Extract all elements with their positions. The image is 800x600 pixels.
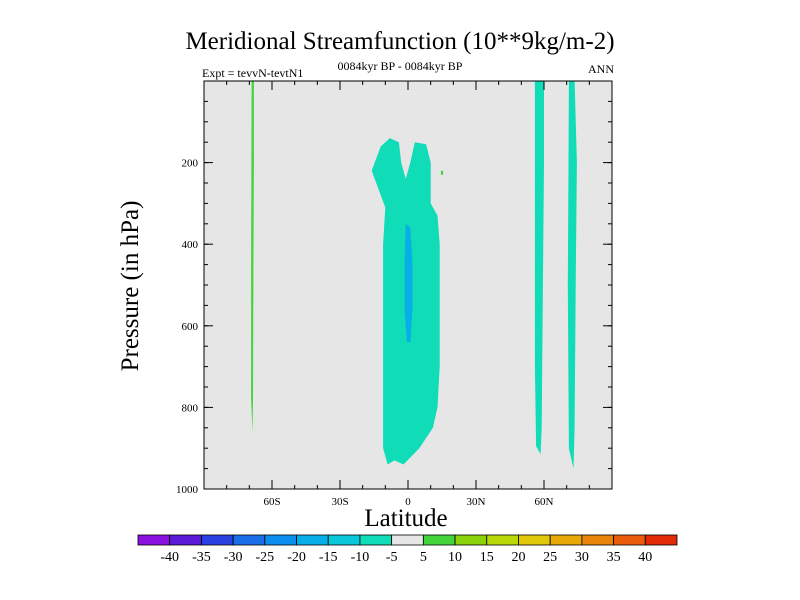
x-tick-label: 30N [467, 496, 486, 508]
colorbar-swatch [169, 534, 202, 546]
colorbar-label: 5 [420, 550, 427, 565]
colorbar-label: -5 [386, 550, 398, 565]
colorbar-swatch [264, 534, 297, 546]
contour-regions [251, 81, 577, 469]
x-tick-label: 60S [263, 496, 280, 508]
chart-subtitle: 0084kyr BP - 0084kyr BP [337, 59, 463, 73]
y-axis-label: Pressure (in hPa) [117, 201, 144, 372]
colorbar-label: 10 [448, 550, 462, 565]
colorbar-label: -20 [287, 550, 306, 565]
colorbar-swatch [518, 534, 551, 546]
colorbar-swatch [201, 534, 234, 546]
colorbar-swatch [359, 534, 393, 546]
experiment-label: Expt = tevvN-tevtN1 [202, 66, 304, 80]
y-tick-label: 1000 [176, 484, 199, 496]
colorbar-swatch [391, 534, 424, 546]
colorbar-swatch [581, 534, 614, 546]
contour-region-antarctic-strip [251, 81, 254, 432]
colorbar-label: 25 [543, 550, 557, 565]
x-tick-label: 30S [331, 496, 348, 508]
x-tick-label: 60N [535, 496, 554, 508]
colorbar-label: -35 [192, 550, 211, 565]
colorbar-label: 30 [575, 550, 589, 565]
colorbar-swatch [486, 534, 519, 546]
season-label: ANN [588, 62, 614, 76]
y-axis: 200 400 600 800 1000 [176, 80, 612, 496]
colorbar-swatch [644, 534, 678, 546]
colorbar-swatch [232, 534, 266, 546]
x-tick-label: 0 [405, 496, 411, 508]
colorbar-swatch [137, 534, 171, 546]
colorbar-label: -30 [224, 550, 243, 565]
y-tick-label: 800 [182, 402, 199, 414]
colorbar-swatch [422, 534, 456, 546]
contour-region-green-dot [440, 170, 444, 175]
colorbar-swatch [296, 534, 329, 546]
colorbar-label: 20 [511, 550, 525, 565]
colorbar-label: -40 [160, 550, 179, 565]
y-tick-label: 200 [182, 158, 199, 170]
colorbar: -40 -35 -30 -25 -20 -15 -10 -5 5 10 15 20 25 30 35 40 [137, 534, 678, 565]
colorbar-label: 40 [638, 550, 652, 565]
y-tick-label: 400 [182, 239, 199, 251]
colorbar-label: -15 [319, 550, 338, 565]
contour-region-equatorial-core [404, 223, 413, 343]
y-tick-label: 600 [182, 321, 199, 333]
colorbar-label: -10 [351, 550, 370, 565]
contour-region-southern-hemisphere-edge [534, 81, 544, 455]
colorbar-label: -25 [255, 550, 274, 565]
colorbar-swatch [549, 534, 583, 546]
colorbar-swatch [327, 534, 361, 546]
colorbar-label: 35 [607, 550, 621, 565]
colorbar-swatch [454, 534, 488, 546]
colorbar-swatch [613, 534, 646, 546]
x-axis: 60S 30S 0 30N 60N [203, 81, 613, 508]
x-axis-label: Latitude [364, 505, 447, 532]
contour-region-polar-cell [567, 81, 577, 469]
chart-title: Meridional Streamfunction (10**9kg/m-2) [185, 28, 615, 55]
colorbar-label: 15 [480, 550, 494, 565]
